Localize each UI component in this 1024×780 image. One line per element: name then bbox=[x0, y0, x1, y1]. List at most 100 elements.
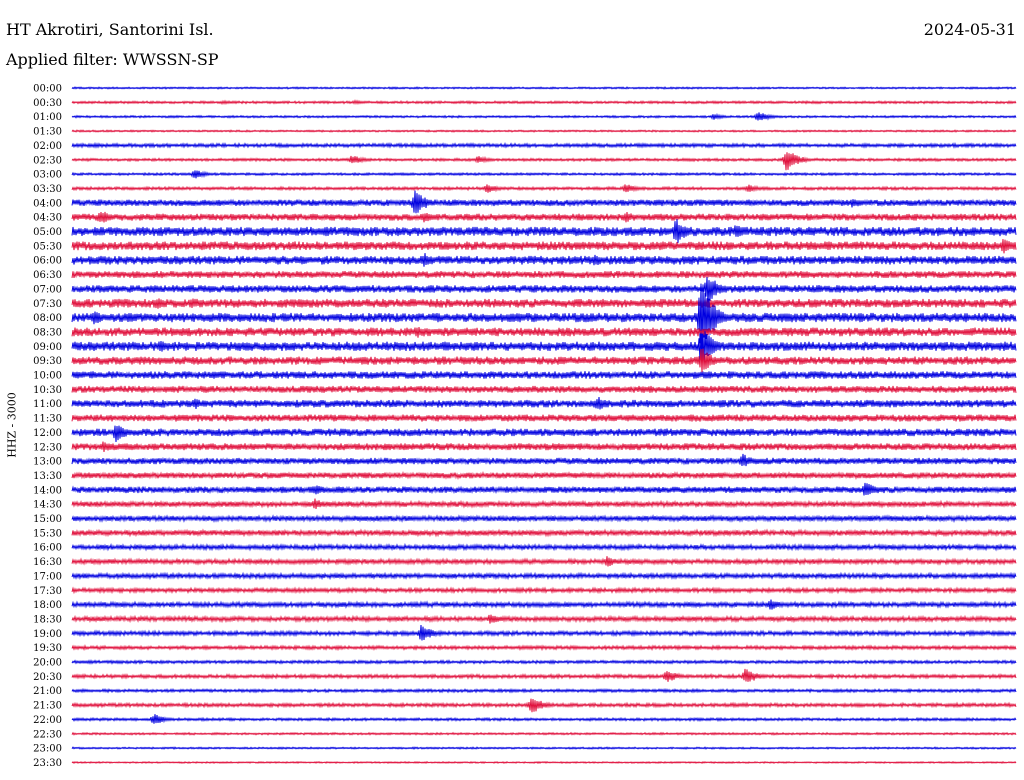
time-tick-label: 22:30 bbox=[33, 729, 62, 740]
time-tick-label: 21:30 bbox=[33, 701, 62, 712]
time-tick-label: 08:00 bbox=[33, 313, 62, 324]
time-tick-label: 07:00 bbox=[33, 284, 62, 295]
seismogram-trace bbox=[71, 731, 1017, 736]
seismogram-trace bbox=[71, 542, 1017, 552]
seismogram-trace bbox=[71, 614, 1017, 624]
seismogram-trace bbox=[71, 659, 1017, 665]
time-tick-label: 06:00 bbox=[33, 256, 62, 267]
time-tick-label: 20:00 bbox=[33, 658, 62, 669]
time-tick-label: 17:30 bbox=[33, 586, 62, 597]
seismogram-trace bbox=[71, 219, 1017, 243]
seismogram-trace bbox=[71, 370, 1017, 380]
time-tick-label: 12:00 bbox=[33, 428, 62, 439]
time-tick-label: 16:00 bbox=[33, 543, 62, 554]
station-title: HT Akrotiri, Santorini Isl. bbox=[6, 20, 214, 39]
time-tick-label: 08:30 bbox=[33, 327, 62, 338]
seismogram-trace bbox=[71, 425, 1017, 443]
time-tick-label: 00:00 bbox=[33, 84, 62, 95]
seismogram-trace bbox=[71, 624, 1017, 641]
time-tick-label: 12:30 bbox=[33, 442, 62, 453]
time-tick-label: 14:00 bbox=[33, 485, 62, 496]
seismogram-trace bbox=[71, 571, 1017, 581]
time-tick-label: 13:30 bbox=[33, 471, 62, 482]
time-tick-label: 02:30 bbox=[33, 155, 62, 166]
time-tick-label: 03:30 bbox=[33, 184, 62, 195]
time-tick-label: 05:00 bbox=[33, 227, 62, 238]
seismogram-trace bbox=[71, 152, 1017, 171]
time-tick-label: 04:00 bbox=[33, 198, 62, 209]
time-tick-label: 03:00 bbox=[33, 170, 62, 181]
seismogram-trace bbox=[71, 413, 1017, 423]
seismogram-trace bbox=[71, 239, 1017, 254]
time-tick-label: 14:30 bbox=[33, 500, 62, 511]
seismogram-trace bbox=[71, 599, 1017, 610]
time-tick-label: 06:30 bbox=[33, 270, 62, 281]
seismogram-trace bbox=[71, 170, 1017, 179]
seismogram-trace bbox=[71, 86, 1017, 90]
seismogram-trace bbox=[71, 331, 1017, 364]
time-tick-label: 18:30 bbox=[33, 614, 62, 625]
time-tick-label: 09:00 bbox=[33, 342, 62, 353]
seismogram-trace bbox=[71, 453, 1017, 467]
time-tick-label: 17:00 bbox=[33, 571, 62, 582]
seismogram-trace bbox=[71, 498, 1017, 509]
time-tick-label: 13:00 bbox=[33, 457, 62, 468]
seismogram-trace bbox=[71, 556, 1017, 567]
seismogram-trace bbox=[71, 760, 1017, 765]
seismogram-trace bbox=[71, 482, 1017, 496]
seismogram-trace bbox=[71, 141, 1017, 149]
seismogram-trace bbox=[71, 514, 1017, 524]
time-tick-label: 11:30 bbox=[33, 414, 62, 425]
time-tick-label: 19:00 bbox=[33, 629, 62, 640]
seismogram-trace bbox=[71, 441, 1017, 452]
seismogram-trace bbox=[71, 129, 1017, 133]
time-tick-label: 15:30 bbox=[33, 528, 62, 539]
seismogram-trace bbox=[71, 112, 1017, 121]
seismogram-trace bbox=[71, 644, 1017, 652]
seismogram-trace bbox=[71, 586, 1017, 595]
seismogram-trace bbox=[71, 698, 1017, 713]
seismogram-trace bbox=[71, 283, 1017, 357]
time-tick-label: 22:00 bbox=[33, 715, 62, 726]
time-tick-label: 11:00 bbox=[33, 399, 62, 410]
seismogram-trace bbox=[71, 385, 1017, 394]
seismogram-trace bbox=[71, 746, 1017, 751]
time-tick-label: 23:30 bbox=[33, 758, 62, 769]
time-tick-label: 05:30 bbox=[33, 241, 62, 252]
time-tick-label: 18:00 bbox=[33, 600, 62, 611]
seismogram-trace bbox=[71, 277, 1017, 304]
seismogram-trace bbox=[71, 99, 1017, 106]
seismogram-trace bbox=[71, 687, 1017, 694]
time-tick-label: 10:30 bbox=[33, 385, 62, 396]
time-tick-label: 09:30 bbox=[33, 356, 62, 367]
time-tick-label: 00:30 bbox=[33, 98, 62, 109]
time-tick-label: 01:30 bbox=[33, 127, 62, 138]
time-tick-label: 19:30 bbox=[33, 643, 62, 654]
seismogram-trace bbox=[71, 714, 1017, 724]
time-tick-label: 16:30 bbox=[33, 557, 62, 568]
seismogram-trace bbox=[71, 348, 1017, 373]
seismogram-trace bbox=[71, 326, 1017, 338]
time-tick-label: 10:00 bbox=[33, 371, 62, 382]
time-tick-label: 21:00 bbox=[33, 686, 62, 697]
record-date: 2024-05-31 bbox=[923, 20, 1016, 39]
seismogram-trace bbox=[71, 528, 1017, 538]
time-tick-label: 15:00 bbox=[33, 514, 62, 525]
seismogram-trace bbox=[71, 298, 1017, 309]
seismogram-trace bbox=[71, 211, 1017, 223]
seismogram-trace bbox=[71, 184, 1017, 193]
time-tick-label: 20:30 bbox=[33, 672, 62, 683]
seismogram-trace bbox=[71, 190, 1017, 214]
filter-label: Applied filter: WWSSN-SP bbox=[6, 50, 219, 69]
time-tick-label: 01:00 bbox=[33, 112, 62, 123]
time-tick-label: 04:30 bbox=[33, 213, 62, 224]
seismogram-trace bbox=[71, 397, 1017, 410]
time-tick-label: 23:00 bbox=[33, 744, 62, 755]
seismogram-trace bbox=[71, 668, 1017, 682]
seismogram-trace bbox=[71, 270, 1017, 279]
time-tick-label: 02:00 bbox=[33, 141, 62, 152]
seismogram-trace bbox=[71, 470, 1017, 481]
seismogram-trace bbox=[71, 253, 1017, 267]
time-tick-label: 07:30 bbox=[33, 299, 62, 310]
